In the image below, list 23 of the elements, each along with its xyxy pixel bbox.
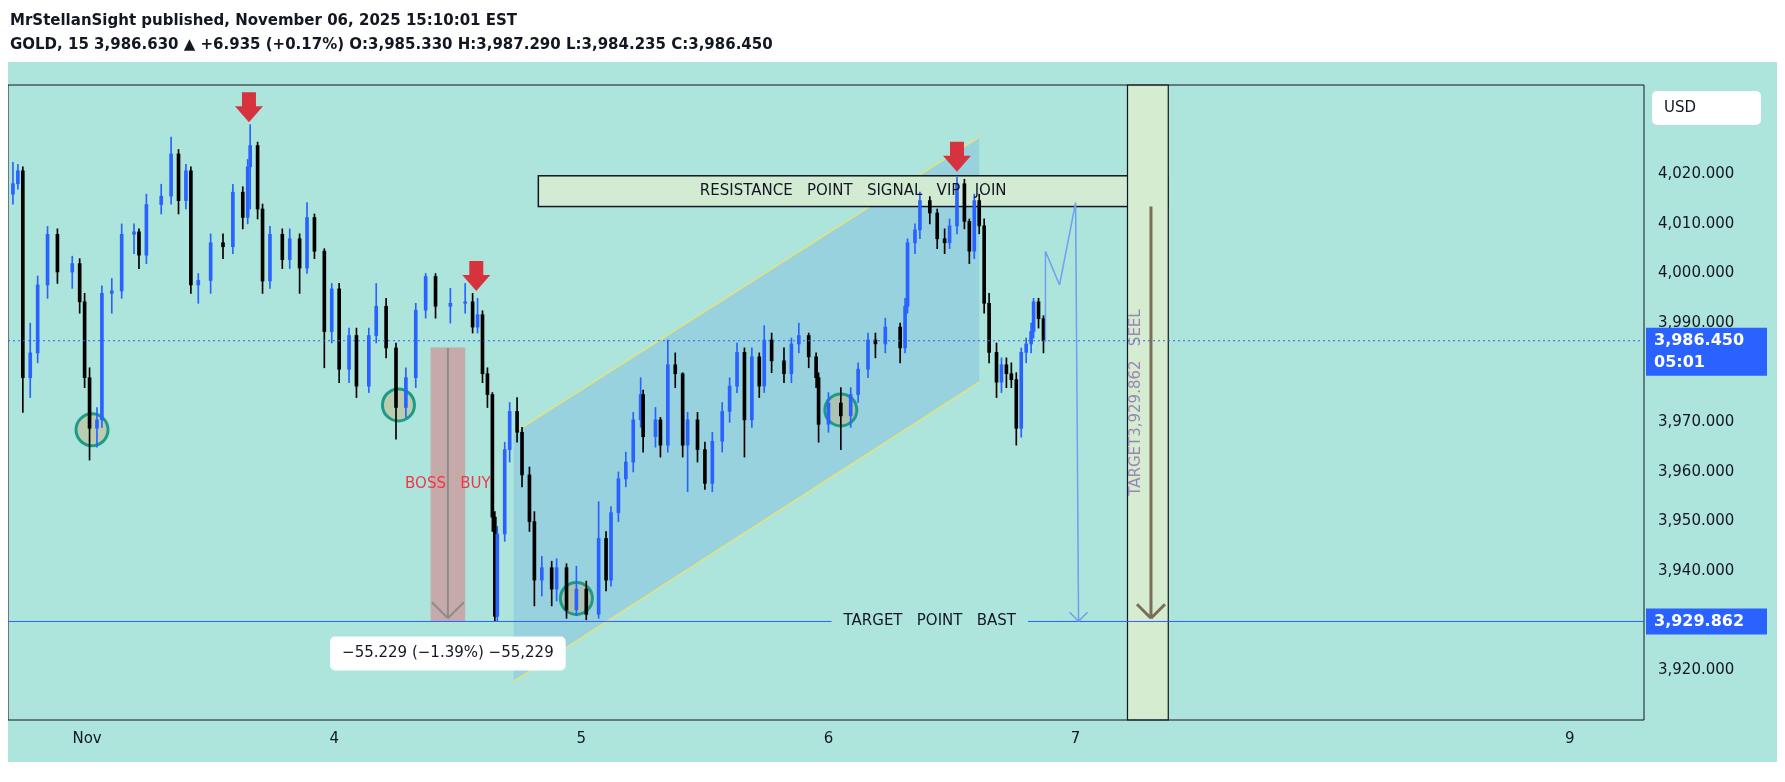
annotation: −55.229 (−1.39%) −55,229 <box>342 643 554 662</box>
y-tick-label: 3,950.000 <box>1658 511 1735 530</box>
y-tick-label: 3,920.000 <box>1658 660 1735 679</box>
y-tick-label: 3,960.000 <box>1658 461 1735 480</box>
x-tick-label: 9 <box>1565 728 1575 747</box>
y-tick-label: 4,000.000 <box>1658 263 1735 282</box>
x-tick-label: 5 <box>576 728 587 747</box>
x-tick-label: Nov <box>72 728 102 747</box>
y-axis-title: USD <box>1664 97 1697 116</box>
x-tick-label: 7 <box>1070 728 1081 747</box>
y-tick-label: 4,020.000 <box>1658 164 1735 183</box>
chart-subtitle: GOLD, 15 3,986.630 ▲ +6.935 (+0.17%) O:3,985.330 H:3,987.290 L:3,984.235 C:3,986.450 <box>10 34 774 55</box>
x-tick-label: 6 <box>823 728 834 747</box>
ref-line-label: 3,929.862 <box>1654 610 1745 630</box>
annotation: TARGET POINT BAST <box>842 611 1017 630</box>
chart-title: MrStellanSight published, November 06, 2025 15:10:01 EST <box>10 10 519 31</box>
x-tick-label: 4 <box>329 728 339 747</box>
y-tick-label: 3,990.000 <box>1658 313 1735 332</box>
ref-line-label: 3,986.450 05:01 <box>1654 329 1745 371</box>
y-tick-label: 4,010.000 <box>1658 213 1735 232</box>
y-tick-label: 3,940.000 <box>1658 561 1735 580</box>
y-tick-label: 3,970.000 <box>1658 412 1735 431</box>
band-label: TARGET3,929.862 SEEL <box>1126 308 1145 497</box>
